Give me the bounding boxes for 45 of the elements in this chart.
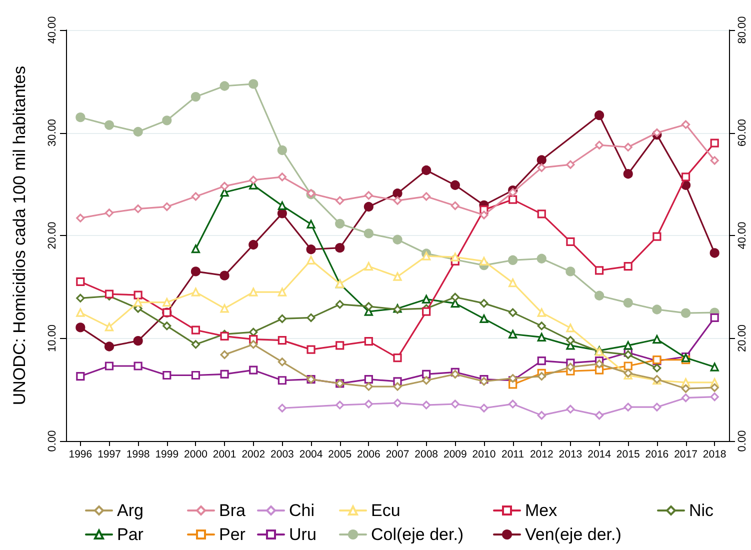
x-tick-label: 2002 [242, 448, 266, 460]
legend-label: Col(eje der.) [371, 525, 464, 544]
x-tick-label: 2017 [674, 448, 698, 460]
y2-tick-label: 80.00 [736, 16, 748, 44]
x-tick-label: 1999 [155, 448, 179, 460]
x-tick-label: 2013 [558, 448, 582, 460]
x-tick-label: 2016 [645, 448, 669, 460]
x-tick-label: 2008 [414, 448, 438, 460]
x-tick-label: 2009 [443, 448, 467, 460]
x-tick-label: 2007 [386, 448, 410, 460]
y-tick-label: 40.00 [46, 16, 58, 44]
x-tick-label: 2000 [184, 448, 208, 460]
y2-tick-label: 60.00 [736, 118, 748, 147]
x-tick-label: 1998 [126, 448, 150, 460]
x-tick-label: 2015 [616, 448, 640, 460]
x-tick-label: 2001 [212, 448, 236, 460]
x-tick-label: 2003 [270, 448, 294, 460]
x-tick-label: 2005 [328, 448, 352, 460]
y2-tick-label: 0.00 [736, 430, 748, 452]
legend-label: Ven(eje der.) [525, 525, 622, 544]
y-tick-label: 10.00 [46, 324, 58, 352]
legend-label: Uru [289, 525, 316, 544]
legend-label: Ecu [371, 501, 400, 520]
x-tick-label: 2006 [356, 448, 381, 460]
y-axis-title: UNODC: Homicidios cada 100 mil habitantes [10, 66, 29, 406]
y-tick-label: 20.00 [46, 222, 58, 250]
legend-label: Bra [219, 501, 246, 520]
legend-label: Nic [689, 501, 714, 520]
x-tick-label: 2004 [299, 448, 323, 460]
legend-label: Arg [117, 501, 144, 520]
y2-tick-label: 40.00 [736, 222, 748, 250]
legend-label: Mex [525, 501, 558, 520]
legend-label: Chi [289, 501, 315, 520]
x-tick-label: 2018 [702, 448, 726, 460]
x-tick-label: 2011 [502, 448, 524, 460]
legend-label: Per [219, 525, 246, 544]
x-tick-label: 1996 [68, 448, 92, 460]
y2-tick-label: 20.00 [736, 324, 748, 352]
y-tick-label: 30.00 [46, 118, 58, 147]
y-tick-label: 0.00 [46, 430, 58, 452]
x-tick-label: 2010 [472, 448, 496, 460]
x-tick-label: 2014 [588, 448, 612, 460]
x-tick-label: 2012 [530, 448, 554, 460]
legend-label: Par [117, 525, 144, 544]
x-tick-label: 1997 [98, 448, 122, 460]
